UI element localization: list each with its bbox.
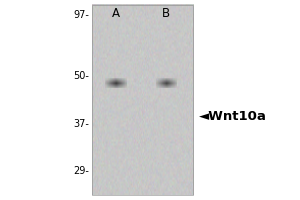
Text: 97-: 97- — [73, 10, 89, 20]
Text: ◄Wnt10a: ◄Wnt10a — [199, 110, 267, 123]
Text: 50-: 50- — [73, 71, 89, 81]
Bar — [92, 5, 193, 195]
Text: 29-: 29- — [73, 166, 89, 176]
Text: B: B — [162, 7, 170, 20]
Text: A: A — [112, 7, 120, 20]
Text: 37-: 37- — [73, 119, 89, 129]
